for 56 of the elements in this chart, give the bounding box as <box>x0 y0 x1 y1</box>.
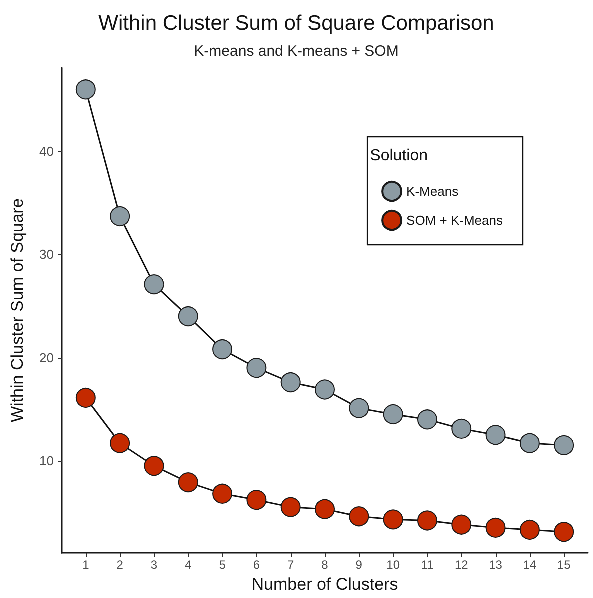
point <box>178 306 198 327</box>
point <box>76 388 96 408</box>
y-tick-label: 10 <box>40 453 54 468</box>
point <box>486 425 506 446</box>
point <box>520 520 540 540</box>
point <box>383 404 404 424</box>
x-tick-label: 11 <box>421 558 434 572</box>
point <box>212 340 233 360</box>
x-tick-label: 9 <box>356 558 363 572</box>
x-tick-label: 4 <box>185 558 192 572</box>
point <box>144 274 164 295</box>
chart-subtitle: K-means and K-means + SOM <box>194 43 399 60</box>
legend-label: K-Means <box>406 184 460 199</box>
x-tick-label: 7 <box>288 558 294 572</box>
point <box>452 514 472 535</box>
x-tick-label: 1 <box>82 558 90 572</box>
legend-label: SOM + K-Means <box>406 213 504 228</box>
point <box>554 522 574 542</box>
point <box>452 418 472 439</box>
point <box>246 358 267 378</box>
x-tick-label: 6 <box>253 558 260 572</box>
y-axis-title: Within Cluster Sum of Square <box>8 198 27 423</box>
point <box>383 510 404 530</box>
x-tick-label: 13 <box>489 558 503 572</box>
point <box>212 484 233 504</box>
point <box>554 435 574 456</box>
x-tick-label: 2 <box>116 558 124 572</box>
point <box>349 398 370 418</box>
x-tick-label: 15 <box>557 558 572 572</box>
point <box>178 472 198 493</box>
x-tick-label: 3 <box>150 558 158 572</box>
x-tick-label: 5 <box>219 558 226 572</box>
point <box>246 490 267 510</box>
x-tick-label: 12 <box>454 558 469 572</box>
point <box>486 518 506 538</box>
point <box>76 80 96 100</box>
x-tick-label: 14 <box>523 558 537 572</box>
point <box>417 410 438 430</box>
point <box>520 433 540 454</box>
point <box>110 433 130 454</box>
x-tick-label: 8 <box>322 558 329 572</box>
chart-title: Within Cluster Sum of Square Comparison <box>98 12 494 35</box>
point <box>280 372 301 393</box>
point <box>315 380 335 400</box>
y-tick-label: 40 <box>40 144 54 160</box>
point <box>144 456 164 476</box>
y-tick-label: 20 <box>40 350 54 366</box>
point <box>349 506 370 527</box>
point <box>110 206 130 226</box>
point <box>315 499 335 520</box>
y-tick-label: 30 <box>40 247 54 262</box>
point <box>417 510 438 531</box>
point <box>280 497 301 518</box>
x-tick-label: 10 <box>386 558 400 572</box>
legend-title: Solution <box>370 148 428 164</box>
x-axis-title: Number of Clusters <box>252 575 398 594</box>
